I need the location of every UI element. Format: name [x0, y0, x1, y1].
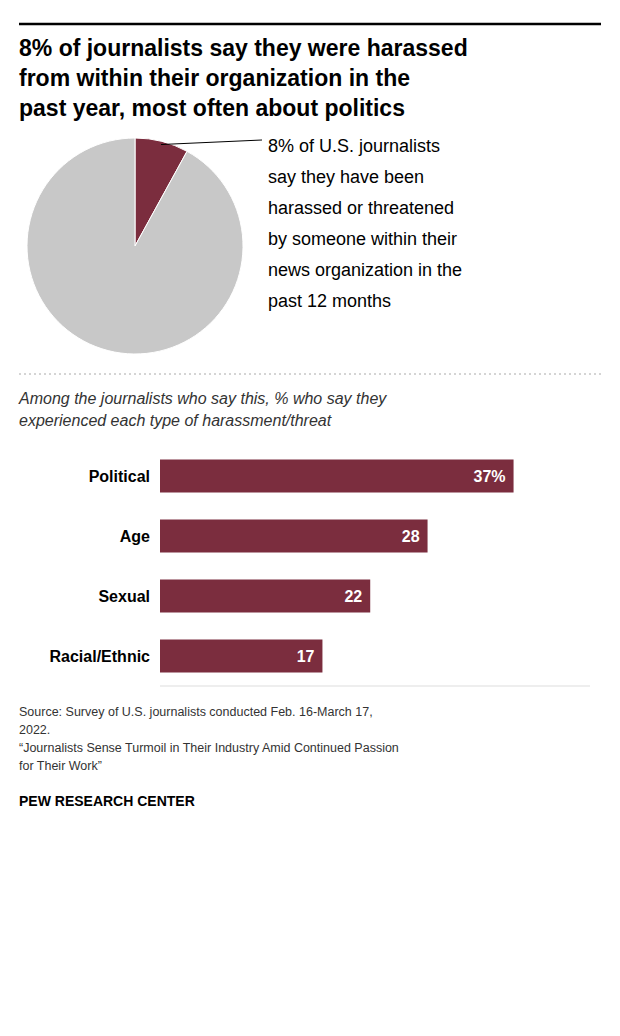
annotation: say they have been	[268, 167, 424, 187]
data-label: 17	[297, 648, 315, 665]
annotation: by someone within their	[268, 229, 457, 249]
category-label: Racial/Ethnic	[50, 648, 151, 665]
separator	[19, 374, 601, 375]
annotation: 8% of U.S. journalists	[268, 136, 440, 156]
x-axis	[160, 686, 590, 687]
bars	[160, 460, 514, 673]
subtitle: experienced each type of harassment/thre…	[19, 412, 332, 429]
page: 8% of journalists say they were harassed…	[0, 0, 620, 1036]
top-rule	[19, 23, 601, 26]
connector	[161, 140, 262, 145]
category-label: Sexual	[98, 588, 150, 605]
bar	[160, 520, 428, 553]
source: for Their Work”	[19, 759, 102, 773]
pie-slice	[27, 138, 243, 354]
bar	[160, 580, 370, 613]
footer: PEW RESEARCH CENTER	[19, 793, 195, 809]
bar	[160, 460, 514, 493]
category-label: Age	[120, 528, 150, 545]
source: Source: Survey of U.S. journalists condu…	[19, 705, 373, 719]
data-label: 28	[402, 528, 420, 545]
annotation: harassed or threatened	[268, 198, 454, 218]
title: from within their organization in the	[19, 65, 410, 91]
title: past year, most often about politics	[19, 95, 405, 121]
background	[0, 0, 620, 1036]
data-label: 22	[344, 588, 362, 605]
source: “Journalists Sense Turmoil in Their Indu…	[19, 741, 399, 755]
annotation: past 12 months	[268, 291, 391, 311]
title: 8% of journalists say they were harassed	[19, 35, 468, 61]
data-label: 37%	[474, 468, 506, 485]
source: 2022.	[19, 723, 50, 737]
annotation: news organization in the	[268, 260, 462, 280]
pie	[27, 138, 243, 354]
subtitle: Among the journalists who say this, % wh…	[18, 390, 387, 407]
bar	[160, 640, 322, 673]
category-label: Political	[89, 468, 150, 485]
